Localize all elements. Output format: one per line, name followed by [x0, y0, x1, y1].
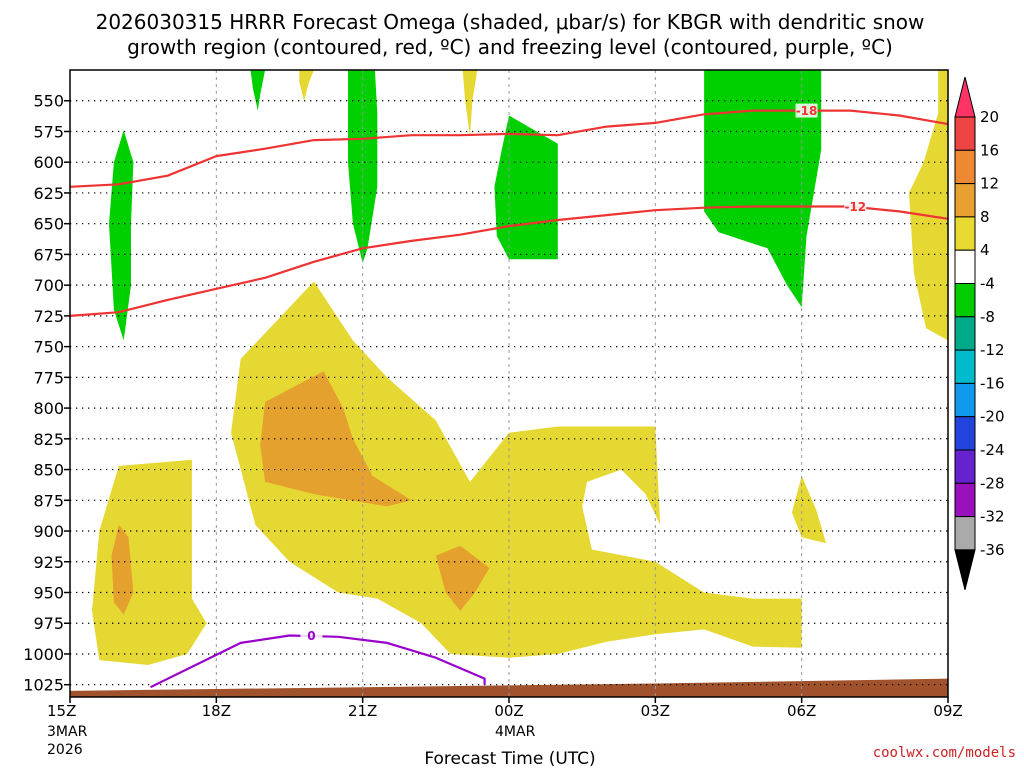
y-tick-label-750: 750	[33, 338, 64, 357]
dgz-label-minus-18-bg	[795, 103, 818, 118]
y-tick-label-725: 725	[33, 307, 64, 326]
colorbar-label--24: -24	[980, 441, 1005, 459]
colorbar-box-5	[954, 249, 976, 284]
colorbar-label--20: -20	[980, 408, 1005, 426]
chart-title-line-1: 2026030315 HRRR Forecast Omega (shaded, …	[96, 10, 925, 34]
y-tick-label-950: 950	[33, 584, 64, 603]
y-tick-label-875: 875	[33, 491, 64, 510]
x-tick-date-15Z: 3MAR	[47, 724, 88, 740]
credit-text: coolwx.com/models	[873, 745, 1016, 761]
colorbar-label--36: -36	[980, 541, 1005, 559]
colorbar-box-9	[954, 382, 976, 418]
colorbar-label-12: 12	[980, 175, 999, 193]
dgz-contour-minus-12	[69, 205, 949, 317]
colorbar-box-10	[954, 416, 976, 451]
x-tick-label-18Z: 18Z	[202, 702, 231, 720]
y-tick-label-1000: 1000	[23, 645, 64, 664]
colorbar: 20 16 12 8 4 -4 -8 -12 -16 -20 -24 -28 -32 -36	[954, 76, 1005, 591]
freezing-label-0-bg	[300, 628, 323, 643]
colorbar-label--4: -4	[980, 275, 995, 293]
y-tick-label-775: 775	[33, 368, 64, 387]
x-axis-label: Forecast Time (UTC)	[424, 749, 595, 768]
freezing-label-0: 0	[307, 629, 315, 643]
x-tick-label-15Z: 15Z	[47, 702, 76, 720]
colorbar-box-2	[954, 149, 976, 185]
y-tick-label-1025: 1025	[23, 676, 64, 695]
y-tick-label-900: 900	[33, 522, 64, 541]
colorbar-top-arrow	[954, 76, 976, 118]
y-tick-label-675: 675	[33, 245, 64, 264]
omega-region-yellow-left-lowlevel	[92, 459, 207, 665]
omega-region-yellow-upper-left	[299, 70, 314, 101]
colorbar-label-16: 16	[980, 141, 999, 159]
gridlines	[70, 70, 948, 697]
omega-region-green-1830z	[250, 70, 266, 111]
colorbar-box-12	[954, 482, 976, 518]
contours: -18 -12 0	[69, 103, 949, 689]
x-tick-label-00Z: 00Z	[494, 702, 523, 720]
freezing-level-contour	[150, 634, 486, 689]
y-tick-label-600: 600	[33, 153, 64, 172]
omega-region-yellow-column-2330z	[462, 70, 478, 137]
colorbar-box-1	[954, 116, 976, 151]
colorbar-label--16: -16	[980, 374, 1005, 392]
colorbar-label--28: -28	[980, 474, 1005, 492]
x-tick-date-00Z: 4MAR	[495, 724, 536, 740]
omega-region-green-0430z	[704, 70, 822, 308]
x-tick-label-09Z: 09Z	[933, 702, 962, 720]
omega-region-orange-mid	[260, 371, 412, 507]
x-axis-time: 15Z 3MAR 2026 18Z 21Z 00Z 4MAR 03Z 06Z 09Z	[47, 697, 963, 758]
dgz-label-minus-12-bg	[844, 199, 867, 214]
y-tick-label-700: 700	[33, 276, 64, 295]
plot-area: -18 -12 0	[69, 69, 949, 698]
y-tick-label-975: 975	[33, 614, 64, 633]
colorbar-label--32: -32	[980, 508, 1005, 526]
y-tick-label-800: 800	[33, 399, 64, 418]
colorbar-box-3	[954, 183, 976, 218]
colorbar-label--8: -8	[980, 308, 995, 326]
colorbar-box-4	[954, 216, 976, 251]
y-tick-label-550: 550	[33, 92, 64, 111]
colorbar-label--12: -12	[980, 341, 1005, 359]
omega-region-yellow-right-edge	[909, 70, 948, 341]
y-tick-label-850: 850	[33, 461, 64, 480]
colorbar-box-13	[954, 516, 976, 551]
colorbar-box-7	[954, 316, 976, 351]
y-axis-pressure: 550 575 600 625 650 675 700 725 750 775 800 825 850 8…	[23, 92, 70, 695]
colorbar-bottom-arrow	[954, 549, 976, 591]
colorbar-label-4: 4	[980, 241, 990, 259]
x-tick-label-21Z: 21Z	[348, 702, 377, 720]
omega-region-green-2030z	[348, 70, 378, 263]
dgz-label-minus-18: -18	[796, 104, 818, 118]
chart-title-line-2: growth region (contoured, red, ºC) and f…	[127, 35, 893, 59]
omega-region-orange-left	[111, 524, 134, 615]
colorbar-box-6	[954, 283, 976, 318]
x-tick-label-06Z: 06Z	[787, 702, 816, 720]
dgz-label-minus-12: -12	[844, 200, 866, 214]
y-tick-label-650: 650	[33, 215, 64, 234]
y-tick-label-825: 825	[33, 430, 64, 449]
omega-region-yellow-main	[231, 281, 802, 658]
colorbar-label-20: 20	[980, 108, 999, 126]
colorbar-label-8: 8	[980, 208, 990, 226]
colorbar-box-8	[954, 349, 976, 384]
omega-region-green-0000z	[494, 115, 558, 260]
x-tick-label-03Z: 03Z	[641, 702, 670, 720]
y-tick-label-575: 575	[33, 122, 64, 141]
x-tick-year-15Z: 2026	[47, 742, 83, 758]
omega-region-yellow-small-0530z	[791, 475, 827, 544]
colorbar-box-11	[954, 449, 976, 484]
y-tick-label-625: 625	[33, 184, 64, 203]
y-tick-label-925: 925	[33, 553, 64, 572]
